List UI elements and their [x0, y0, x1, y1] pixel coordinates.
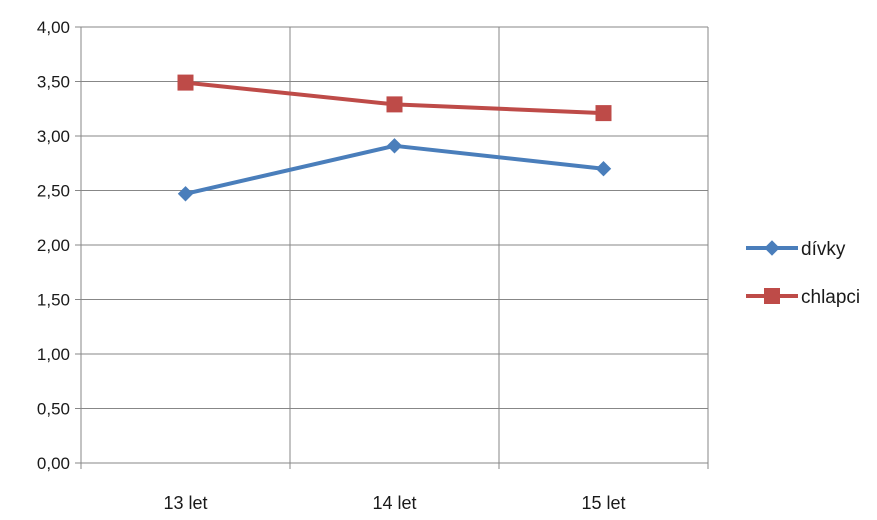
- legend-label: dívky: [801, 239, 846, 260]
- data-point: [595, 105, 612, 122]
- data-point: [177, 74, 194, 91]
- y-tick-label: 0,00: [37, 454, 70, 473]
- x-tick-label: 15 let: [581, 493, 625, 513]
- y-tick-label: 1,00: [37, 345, 70, 364]
- series-chlapci: [177, 74, 612, 122]
- data-point: [177, 186, 194, 202]
- y-tick-label: 3,50: [37, 73, 70, 92]
- x-tick-label: 14 let: [372, 493, 416, 513]
- data-point: [595, 160, 612, 177]
- y-tick-label: 2,00: [37, 236, 70, 255]
- y-axis-tick-labels: 0,00 0,50 1,00 1,50 2,00 2,50 3,00 3,50 4,00: [37, 18, 70, 473]
- x-tick-label: 13 let: [163, 493, 207, 513]
- legend-item: dívky: [746, 239, 846, 260]
- series: [177, 74, 612, 202]
- y-tick-label: 4,00: [37, 18, 70, 37]
- axes: [75, 26, 709, 469]
- y-tick-label: 3,00: [37, 127, 70, 146]
- data-point: [386, 138, 403, 154]
- series-divky: [177, 138, 612, 202]
- legend: dívky chlapci: [746, 239, 860, 308]
- y-tick-label: 2,50: [37, 182, 70, 201]
- y-tick-label: 1,50: [37, 291, 70, 310]
- data-point: [386, 96, 403, 113]
- y-tick-label: 0,50: [37, 400, 70, 419]
- legend-item: chlapci: [746, 287, 860, 308]
- legend-marker: [764, 288, 780, 304]
- gridlines: [81, 26, 709, 463]
- legend-marker: [764, 240, 780, 256]
- x-axis-tick-labels: 13 let 14 let 15 let: [163, 493, 625, 513]
- legend-label: chlapci: [801, 287, 860, 308]
